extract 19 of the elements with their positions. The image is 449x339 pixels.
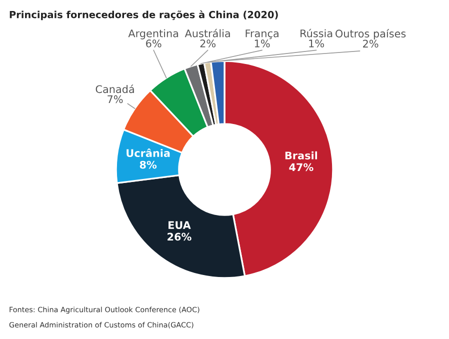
slice-label: Canadá: [96, 84, 134, 94]
data-label: 2%: [200, 40, 216, 48]
data-label: 7%: [108, 95, 123, 104]
slice-label: Outros países: [336, 29, 406, 40]
slice-label: EUA: [168, 221, 191, 229]
data-label: 26%: [168, 232, 192, 241]
slice-label: Ucrânia: [126, 148, 170, 158]
data-label: 1%: [309, 40, 324, 48]
slice-label: Brasil: [285, 151, 318, 160]
slice-label: Austrália: [184, 28, 230, 38]
data-label: 8%: [140, 160, 157, 169]
slice-label: Argentina: [128, 29, 178, 40]
slice-label: Rússia: [300, 28, 332, 38]
data-label: 2%: [363, 40, 378, 48]
chart-title: Principais fornecedores de rações à China (2020): [10, 10, 278, 20]
data-label: 1%: [254, 40, 270, 48]
data-label: 47%: [289, 163, 314, 172]
slice-label: França: [246, 30, 278, 40]
data-label: 6%: [146, 40, 162, 48]
